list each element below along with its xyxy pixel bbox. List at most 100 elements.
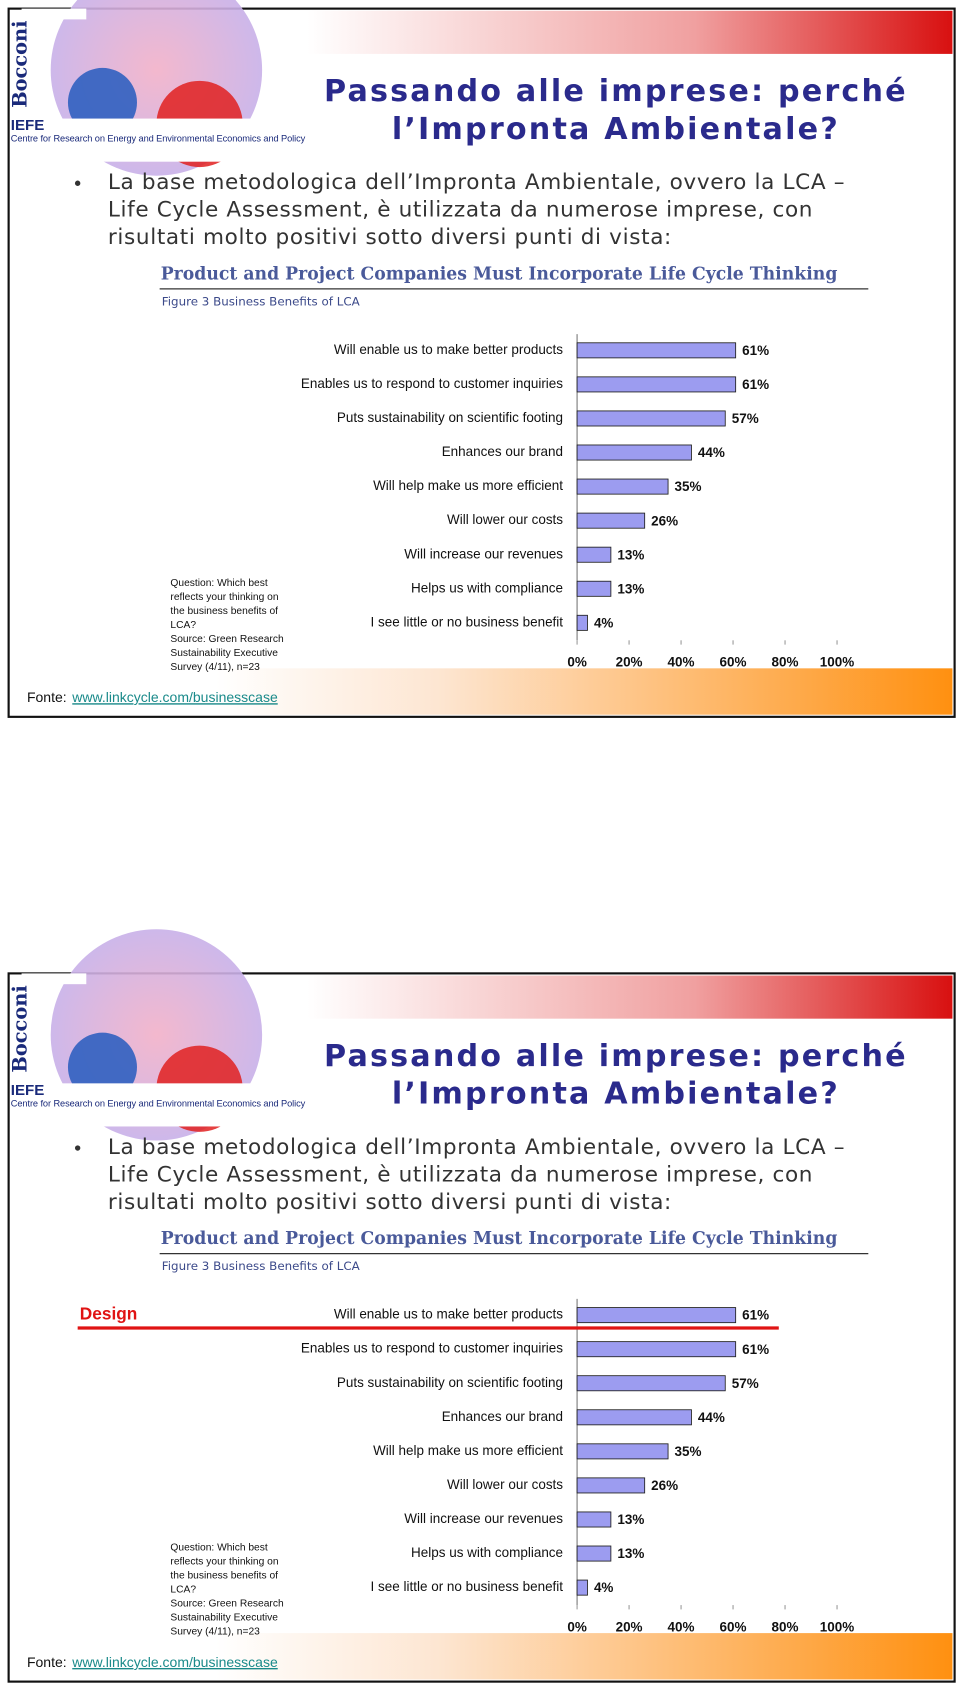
source-link[interactable]: www.linkcycle.com/businesscase [71, 1654, 278, 1670]
chart-note: LCA? [170, 1585, 196, 1596]
slide-title: l’Impronta Ambientale? [392, 1077, 840, 1112]
bar [576, 546, 612, 563]
chart-subtitle: Figure 3 Business Benefits of LCA [162, 1259, 361, 1273]
slide-title: Passando alle imprese: perché [324, 74, 908, 109]
category-label: Enables us to respond to customer inquir… [301, 1341, 563, 1356]
chart-note: reflects your thinking on [170, 592, 278, 603]
x-tick-label: 100% [820, 655, 854, 670]
chart-subtitle: Figure 3 Business Benefits of LCA [162, 294, 361, 308]
value-label: 44% [698, 445, 725, 460]
bullet-text: risultati molto positivi sotto diversi p… [108, 225, 672, 250]
category-label: Will lower our costs [447, 1477, 563, 1492]
chart-note: the business benefits of [170, 606, 278, 617]
logo-name: Bocconi [9, 985, 32, 1072]
category-label: Helps us with compliance [411, 580, 563, 595]
category-label: Will enable us to make better products [334, 1307, 563, 1322]
value-label: 13% [617, 581, 644, 596]
bar [576, 1511, 612, 1528]
category-label: Will lower our costs [447, 512, 563, 527]
x-tick-label: 20% [616, 655, 643, 670]
category-label: Puts sustainability on scientific footin… [337, 1375, 563, 1390]
chart-title: Product and Project Companies Must Incor… [161, 264, 838, 284]
bullet-dot [74, 180, 81, 186]
bar [576, 410, 726, 427]
x-tick-label: 0% [567, 1619, 586, 1634]
source-link[interactable]: www.linkcycle.com/businesscase [71, 689, 278, 705]
category-label: Enhances our brand [442, 1409, 563, 1424]
bar [576, 1579, 588, 1596]
slide-title: l’Impronta Ambientale? [392, 112, 840, 147]
logo-org: IEFE [11, 117, 45, 134]
x-tick-label: 40% [668, 1619, 695, 1634]
chart-note: Survey (4/11), n=23 [170, 662, 260, 673]
category-label: Will increase our revenues [404, 1511, 563, 1526]
chart-note: Survey (4/11), n=23 [170, 1627, 260, 1638]
logo-mask [32, 1083, 313, 1127]
header-band [307, 10, 953, 54]
bar [576, 1443, 669, 1460]
value-label: 61% [742, 343, 769, 358]
logo-org: IEFE [11, 1082, 45, 1099]
bullet-dot [74, 1145, 81, 1151]
chart-note: Sustainability Executive [170, 648, 278, 659]
bar [576, 1375, 726, 1392]
value-label: 61% [742, 377, 769, 392]
value-label: 26% [651, 1478, 678, 1493]
chart-note: Sustainability Executive [170, 1613, 278, 1624]
bullet-text: La base metodologica dell’Impronta Ambie… [108, 170, 845, 195]
x-tick-label: 20% [616, 1619, 643, 1634]
bullet-text: Life Cycle Assessment, è utilizzata da n… [108, 1163, 813, 1188]
source-label: Fonte: [27, 689, 67, 705]
annotation: Design [80, 1304, 138, 1324]
category-label: Will help make us more efficient [373, 1443, 563, 1458]
x-tick-label: 80% [772, 1619, 799, 1634]
footer-band [215, 668, 953, 715]
x-tick-label: 60% [720, 1619, 747, 1634]
category-label: Will help make us more efficient [373, 478, 563, 493]
bar [576, 1307, 737, 1324]
header-band [307, 975, 953, 1019]
x-tick-label: 40% [668, 655, 695, 670]
value-label: 61% [742, 1308, 769, 1323]
value-label: 61% [742, 1342, 769, 1357]
footer-band [215, 1633, 953, 1680]
category-label: I see little or no business benefit [371, 1579, 564, 1594]
bar [576, 1477, 646, 1494]
logo-mask [21, 973, 87, 985]
bar [576, 580, 612, 597]
bar [576, 342, 737, 359]
value-label: 13% [617, 1512, 644, 1527]
category-label: Will increase our revenues [404, 546, 563, 561]
logo-mask [32, 118, 313, 162]
value-label: 44% [698, 1410, 725, 1425]
x-tick-label: 80% [772, 655, 799, 670]
category-label: I see little or no business benefit [371, 614, 564, 629]
category-label: Enables us to respond to customer inquir… [301, 376, 563, 391]
chart-note: Source: Green Research [170, 1599, 284, 1610]
chart-title: Product and Project Companies Must Incor… [161, 1229, 838, 1249]
bullet-text: La base metodologica dell’Impronta Ambie… [108, 1135, 845, 1160]
bar [576, 376, 737, 393]
value-label: 57% [732, 411, 759, 426]
x-tick-label: 100% [820, 1619, 854, 1634]
slide-title: Passando alle imprese: perché [324, 1039, 908, 1074]
bar [576, 1409, 692, 1426]
chart-note: Source: Green Research [170, 634, 284, 645]
bar [576, 444, 692, 461]
chart-note: reflects your thinking on [170, 1557, 278, 1568]
value-label: 13% [617, 1546, 644, 1561]
bar [576, 512, 646, 529]
logo-org-full: Centre for Research on Energy and Enviro… [11, 1098, 306, 1108]
value-label: 35% [675, 479, 702, 494]
bar [576, 1341, 737, 1358]
value-label: 13% [617, 547, 644, 562]
chart-note: the business benefits of [170, 1571, 278, 1582]
category-label: Puts sustainability on scientific footin… [337, 410, 563, 425]
category-label: Will enable us to make better products [334, 342, 563, 357]
category-label: Helps us with compliance [411, 1545, 563, 1560]
category-label: Enhances our brand [442, 444, 563, 459]
value-label: 35% [675, 1444, 702, 1459]
